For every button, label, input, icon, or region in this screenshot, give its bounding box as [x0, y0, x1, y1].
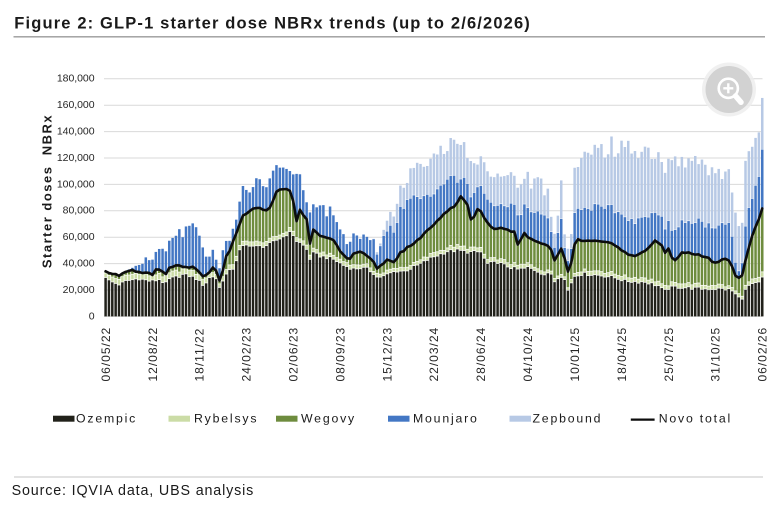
- svg-text:80,000: 80,000: [63, 205, 95, 217]
- svg-text:160,000: 160,000: [57, 99, 95, 111]
- svg-text:Novo total: Novo total: [659, 412, 732, 426]
- svg-text:Rybelsys: Rybelsys: [194, 412, 258, 426]
- svg-text:25/07/25: 25/07/25: [662, 327, 676, 382]
- svg-text:Wegovy: Wegovy: [301, 412, 356, 426]
- svg-text:10/01/25: 10/01/25: [568, 327, 582, 382]
- svg-text:22/03/24: 22/03/24: [427, 327, 441, 382]
- svg-text:04/10/24: 04/10/24: [521, 327, 535, 382]
- svg-text:Ozempic: Ozempic: [76, 412, 137, 426]
- svg-text:Zepbound: Zepbound: [533, 412, 603, 426]
- svg-text:02/06/23: 02/06/23: [287, 327, 301, 382]
- svg-text:40,000: 40,000: [63, 258, 95, 270]
- svg-text:24/02/23: 24/02/23: [240, 327, 254, 382]
- svg-text:140,000: 140,000: [57, 126, 95, 138]
- svg-text:120,000: 120,000: [57, 152, 95, 164]
- svg-text:18/11/22: 18/11/22: [193, 328, 207, 382]
- svg-text:08/09/23: 08/09/23: [333, 327, 347, 382]
- svg-text:Source: IQVIA data, UBS analys: Source: IQVIA data, UBS analysis: [12, 483, 255, 499]
- svg-text:18/04/25: 18/04/25: [615, 327, 629, 382]
- svg-text:Mounjaro: Mounjaro: [413, 412, 479, 426]
- svg-text:Figure 2: GLP-1 starter dose N: Figure 2: GLP-1 starter dose NBRx trends…: [14, 14, 531, 32]
- svg-text:Starter doses NBRx: Starter doses NBRx: [40, 114, 55, 268]
- svg-text:0: 0: [89, 310, 95, 322]
- svg-text:28/06/24: 28/06/24: [474, 327, 488, 382]
- svg-text:15/12/23: 15/12/23: [380, 327, 394, 382]
- svg-text:180,000: 180,000: [57, 73, 95, 85]
- svg-text:06/05/22: 06/05/22: [99, 327, 113, 382]
- svg-text:12/08/22: 12/08/22: [146, 327, 160, 382]
- svg-text:60,000: 60,000: [63, 231, 95, 243]
- svg-text:20,000: 20,000: [63, 284, 95, 296]
- svg-text:06/02/26: 06/02/26: [756, 327, 770, 382]
- svg-text:100,000: 100,000: [57, 178, 95, 190]
- svg-text:31/10/25: 31/10/25: [709, 327, 723, 382]
